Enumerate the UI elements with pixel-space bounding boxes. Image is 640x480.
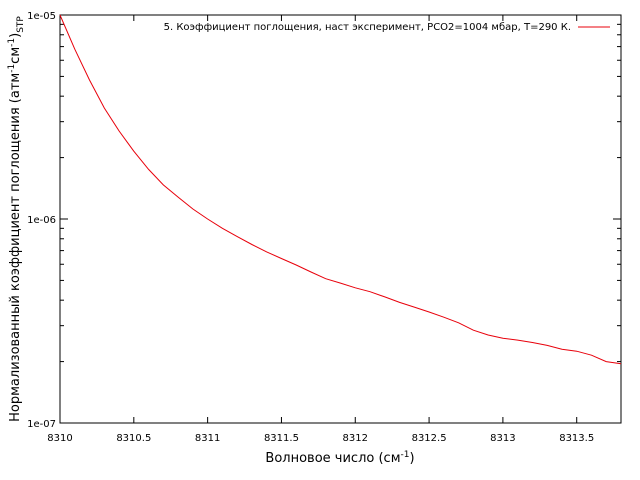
x-tick-label: 8310.5 [116,433,151,444]
series-line [59,14,622,365]
x-axis-title: Волновое число (см-1) [265,450,414,466]
x-tick-label: 8311 [195,433,220,444]
y-tick-label: 1e-06 [27,215,56,226]
x-tick-label: 8311.5 [264,433,299,444]
x-axis-title-text: Волновое число (см [265,451,400,466]
y-tick-label: 1e-05 [27,11,56,22]
x-tick-label: 8312.5 [412,433,447,444]
legend-label: 5. Коэффициент поглощения, наст эксперим… [164,22,571,33]
y-axis-title-part2: см [8,47,23,64]
y-axis-title-subscript: STP [16,16,26,33]
x-tick-label: 8313.5 [559,433,594,444]
y-axis-ticks: 1e-07 1e-06 1e-05 [27,11,621,430]
plot-frame [59,14,622,424]
y-axis-title-part3: ) [8,33,23,38]
y-axis-title-sup2: -1 [7,38,17,47]
x-axis-ticks: 8310 8310.5 8311 8311.5 8312 8312.5 8313 8313.5 [47,15,594,444]
x-tick-label: 8312 [343,433,368,444]
series-layer [59,14,622,365]
y-axis-title-sup1: -1 [7,64,17,73]
x-tick-label: 8313 [490,433,515,444]
y-axis-title: Нормализованный коэффициент поглощения (… [7,16,26,422]
x-axis-title-superscript: -1 [401,450,410,460]
legend: 5. Коэффициент поглощения, наст эксперим… [164,22,610,33]
y-axis-title-part1: Нормализованный коэффициент поглощения (… [8,73,23,422]
x-axis-title-end: ) [409,451,414,466]
x-tick-label: 8310 [47,433,72,444]
y-tick-label: 1e-07 [27,419,56,430]
